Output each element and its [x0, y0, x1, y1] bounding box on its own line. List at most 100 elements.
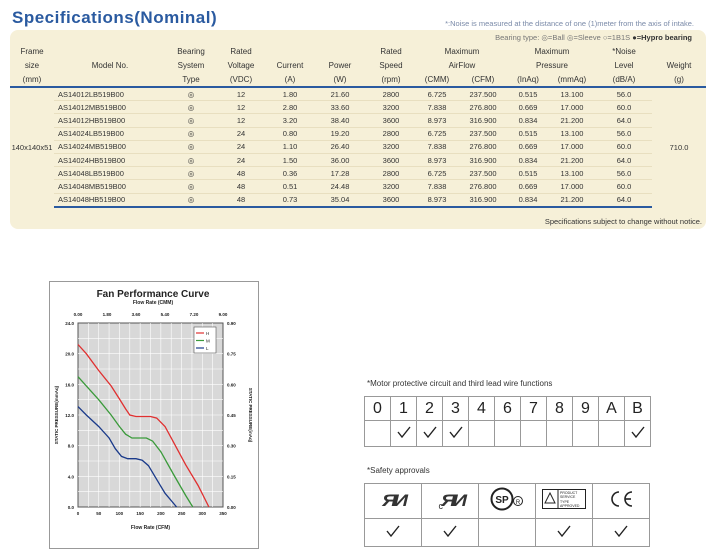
- pressure-mmaq-cell: 17.000: [548, 139, 596, 154]
- svg-text:TYPE: TYPE: [560, 500, 570, 504]
- pressure-inaq-cell: 0.515: [508, 86, 548, 101]
- header-current: Current: [276, 60, 304, 70]
- x-tick-label: 100: [116, 511, 124, 516]
- noise-cell: 64.0: [596, 113, 652, 128]
- function-code: A: [598, 396, 625, 421]
- header-max-airflow: Maximum: [444, 46, 480, 56]
- pressure-mmaq-cell: 17.000: [548, 100, 596, 114]
- y-tick-label: 20.0: [65, 352, 74, 357]
- power-cell: 24.48: [314, 179, 366, 193]
- noise-cell: 64.0: [596, 152, 652, 167]
- header-model: Model No.: [91, 60, 129, 70]
- noise-cell: 56.0: [596, 86, 652, 101]
- header-max-pressure: Maximum: [534, 46, 570, 56]
- function-code: 1: [390, 396, 417, 421]
- check-icon: [364, 518, 422, 547]
- table-row: 140x140x51 AS14012LB519B00 ◎ 12 1.80 21.60 280…: [10, 86, 706, 207]
- header-rated-speed: Rated: [380, 46, 402, 56]
- airflow-cfm-cell: 237.500: [458, 166, 508, 180]
- power-cell: 36.00: [314, 152, 366, 167]
- header-noise-unit: (dB/A): [596, 72, 652, 88]
- check-icon: [390, 420, 417, 447]
- airflow-cfm-cell: 237.500: [458, 86, 508, 101]
- top-tick-label: 9.00: [219, 312, 228, 317]
- y-right-tick-label: 0.60: [227, 382, 236, 387]
- speed-cell: 2800: [366, 126, 416, 141]
- noise-cell: 56.0: [596, 166, 652, 180]
- bearing-type-cell: ◎: [166, 192, 216, 208]
- voltage-cell: 12: [216, 113, 266, 128]
- noise-note: *:Noise is measured at the distance of o…: [445, 19, 694, 28]
- y-right-tick-label: 0.90: [227, 321, 236, 326]
- noise-cell: 60.0: [596, 100, 652, 114]
- empty-cell: [478, 518, 536, 547]
- table-row: AS14012MB519B00 ◎ 12 2.80 33.60 3200 7.838 276.…: [10, 100, 706, 114]
- airflow-cfm-cell: 276.800: [458, 179, 508, 193]
- header-noise: *Noise: [612, 46, 636, 56]
- function-code: 3: [442, 396, 469, 421]
- pressure-inaq-cell: 0.515: [508, 166, 548, 180]
- safety-table: ЯИ cЯИ SP R PRODUCT SERVICE TYPE APPROVED: [364, 483, 650, 547]
- bearing-legend-1b1s: ○=1B1S: [602, 33, 631, 42]
- series-line-m: [77, 376, 194, 508]
- header-cmm: (CMM): [416, 72, 458, 88]
- header-frame: Frame: [20, 46, 44, 56]
- speed-cell: 3200: [366, 179, 416, 193]
- pressure-inaq-cell: 0.669: [508, 100, 548, 114]
- noise-cell: 64.0: [596, 192, 652, 208]
- airflow-cfm-cell: 316.900: [458, 113, 508, 128]
- model-cell: AS14012LB519B00: [54, 86, 166, 101]
- current-cell: 2.80: [266, 100, 314, 114]
- airflow-cmm-cell: 8.973: [416, 192, 458, 208]
- spec-note: Specifications subject to change without…: [544, 217, 702, 226]
- power-cell: 21.60: [314, 86, 366, 101]
- header-level: Level: [614, 60, 634, 70]
- top-tick-label: 7.20: [190, 312, 199, 317]
- current-cell: 1.50: [266, 152, 314, 167]
- header-speed-unit: (rpm): [366, 72, 416, 88]
- airflow-cfm-cell: 316.900: [458, 152, 508, 167]
- page-title: Specifications(Nominal): [12, 8, 218, 27]
- speed-cell: 3200: [366, 139, 416, 154]
- model-cell: AS14024HB519B00: [54, 152, 166, 167]
- pressure-mmaq-cell: 17.000: [548, 179, 596, 193]
- function-code: 7: [520, 396, 547, 421]
- svg-text:SP: SP: [495, 495, 509, 506]
- y-right-tick-label: 0.30: [227, 444, 236, 449]
- airflow-cmm-cell: 6.725: [416, 86, 458, 101]
- header-power-unit: (W): [314, 72, 366, 88]
- voltage-cell: 12: [216, 86, 266, 101]
- function-code: 0: [364, 396, 391, 421]
- bearing-legend-label: Bearing type:: [495, 33, 540, 42]
- model-cell: AS14012MB519B00: [54, 100, 166, 114]
- pressure-mmaq-cell: 21.200: [548, 152, 596, 167]
- header-pressure: Pressure: [535, 60, 568, 70]
- header-frame-size: size: [24, 60, 40, 70]
- empty-cell: [572, 420, 599, 447]
- bearing-legend-hypro: ●=Hypro bearing: [632, 33, 692, 42]
- speed-cell: 3600: [366, 192, 416, 208]
- speed-cell: 2800: [366, 166, 416, 180]
- empty-cell: [468, 420, 495, 447]
- power-cell: 17.28: [314, 166, 366, 180]
- top-tick-label: 3.60: [132, 312, 141, 317]
- y-tick-label: 12.0: [65, 413, 74, 418]
- current-cell: 0.73: [266, 192, 314, 208]
- header-mmaq: (mmAq): [548, 72, 596, 88]
- voltage-cell: 24: [216, 152, 266, 167]
- check-icon: [442, 420, 469, 447]
- power-cell: 35.04: [314, 192, 366, 208]
- table-row: AS14024MB519B00 ◎ 24 1.10 26.40 3200 7.838 276.…: [10, 139, 706, 154]
- y-right-tick-label: 0.45: [227, 413, 236, 418]
- table-row: AS14012HB519B00 ◎ 12 3.20 38.40 3600 8.973 316.…: [10, 113, 706, 128]
- airflow-cmm-cell: 7.838: [416, 179, 458, 193]
- voltage-cell: 48: [216, 192, 266, 208]
- empty-cell: [546, 420, 573, 447]
- airflow-cmm-cell: 6.725: [416, 166, 458, 180]
- check-icon: [592, 518, 650, 547]
- airflow-cfm-cell: 316.900: [458, 192, 508, 208]
- top-tick-label: 0.00: [74, 312, 83, 317]
- legend-label-m: M: [206, 338, 210, 343]
- function-code: 2: [416, 396, 443, 421]
